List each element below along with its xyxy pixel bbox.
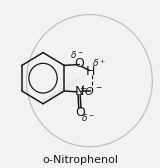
Text: shaalaa.com: shaalaa.com: [41, 76, 81, 105]
Text: H: H: [86, 66, 96, 78]
Text: N: N: [74, 85, 84, 98]
Text: +: +: [79, 84, 86, 93]
Text: $\delta^+$: $\delta^+$: [92, 58, 106, 69]
Text: $\delta^-$: $\delta^-$: [81, 112, 95, 123]
Text: $\delta^-$: $\delta^-$: [70, 49, 84, 60]
Text: o-Nitrophenol: o-Nitrophenol: [42, 155, 118, 165]
Text: $O^-$: $O^-$: [84, 85, 103, 97]
Text: O: O: [74, 57, 84, 70]
Text: O: O: [75, 106, 85, 119]
